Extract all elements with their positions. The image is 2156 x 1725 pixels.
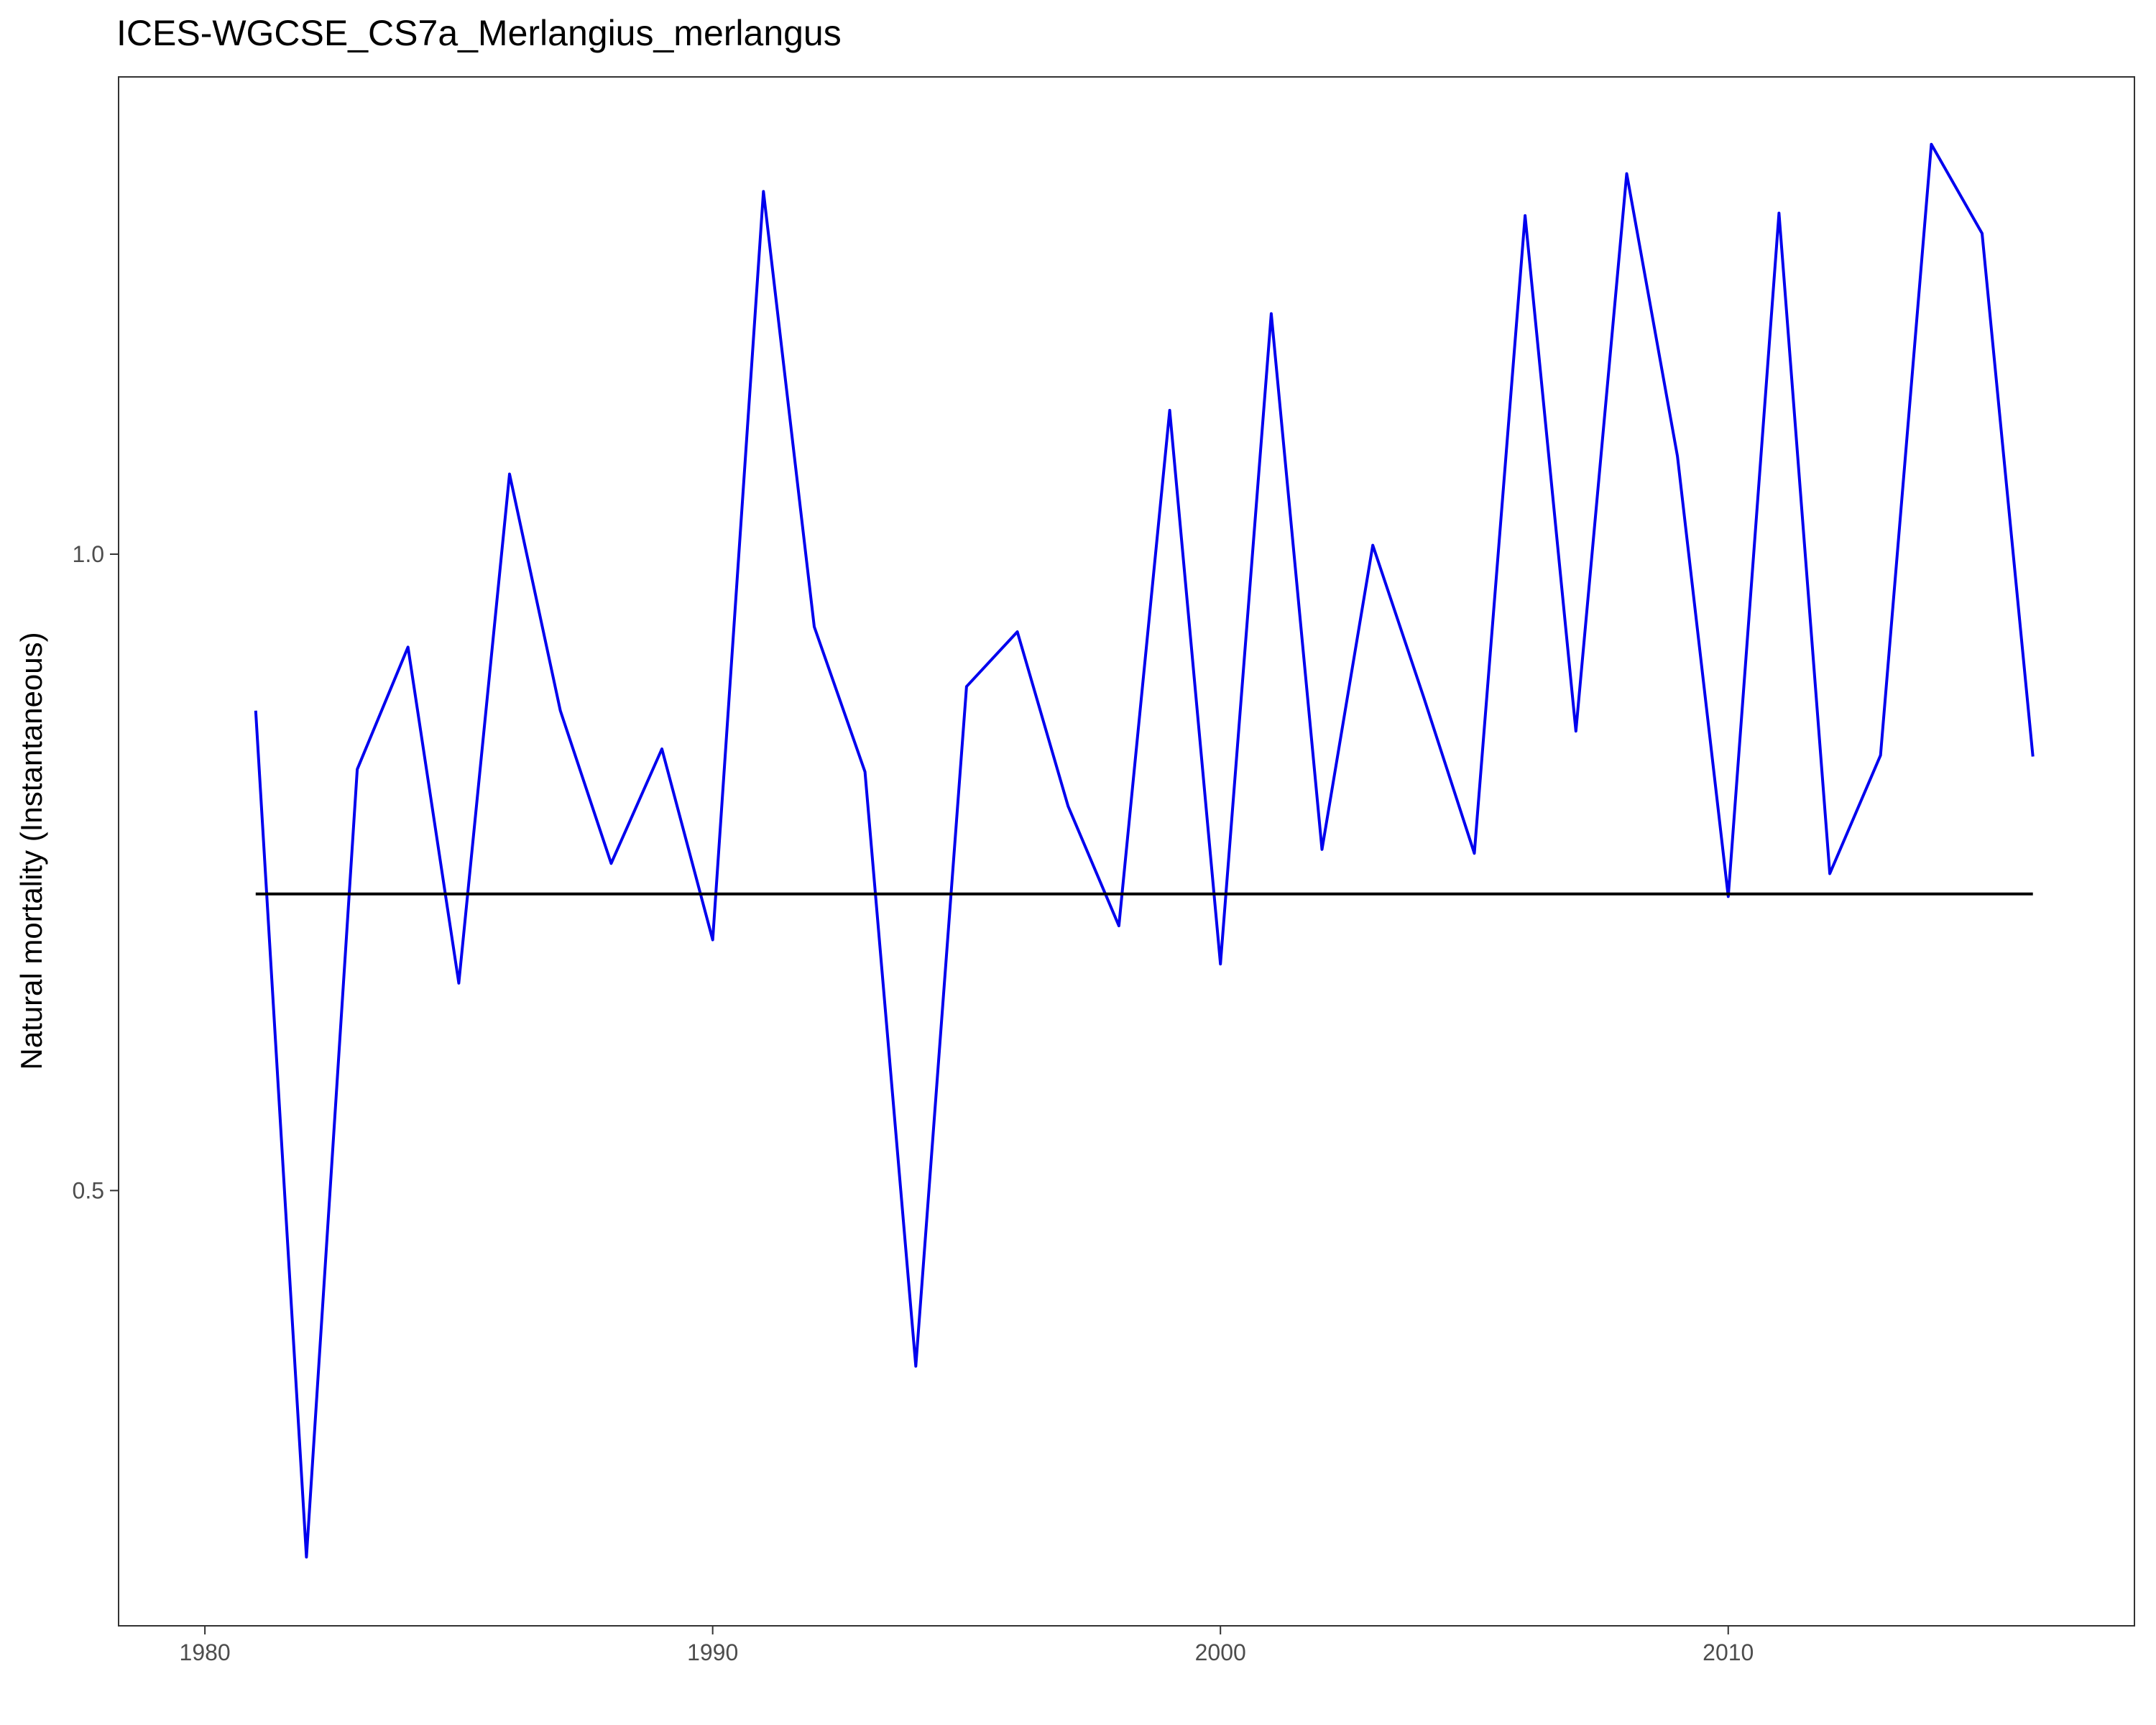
y-axis-title: Natural mortality (Instantaneous)	[14, 632, 48, 1070]
x-tick-label: 1980	[180, 1639, 231, 1665]
chart-title: ICES-WGCSE_CS7a_Merlangius_merlangus	[116, 13, 842, 53]
x-tick-label: 1990	[687, 1639, 738, 1665]
x-tick-label: 2000	[1195, 1639, 1246, 1665]
series-layer	[254, 142, 2035, 1559]
y-tick-label: 1.0	[73, 541, 104, 567]
x-tick-label: 2010	[1703, 1639, 1754, 1665]
series-line	[254, 142, 2035, 1559]
series-blue	[254, 142, 2035, 1559]
y-axis: 0.5 1.0	[73, 541, 119, 1203]
x-axis: 1980 1990 2000 2010	[180, 1626, 1754, 1665]
y-tick-label: 0.5	[73, 1177, 104, 1203]
